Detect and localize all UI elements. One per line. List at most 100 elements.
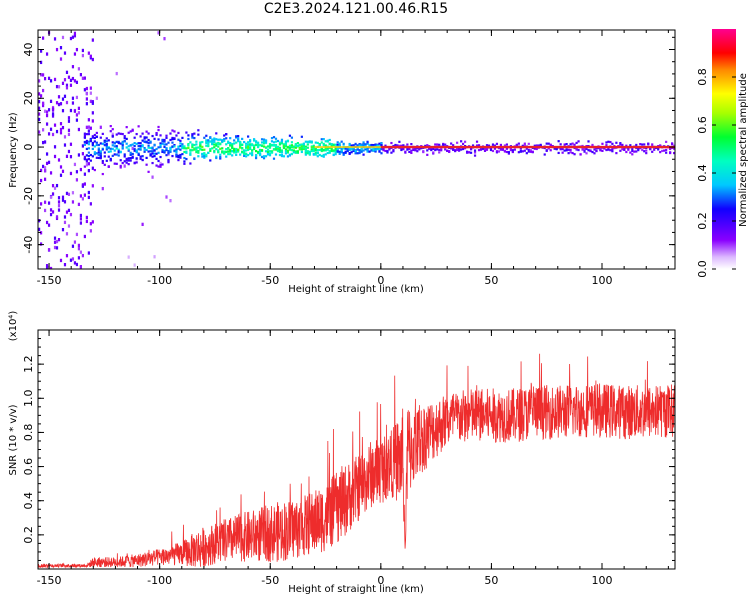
heat-cell [579, 153, 582, 156]
heat-cell [119, 142, 122, 145]
heat-cell [51, 184, 55, 188]
heat-cell [643, 150, 646, 153]
heat-cell [274, 153, 278, 156]
heat-cell [81, 253, 84, 258]
heat-cell [69, 83, 73, 87]
heat-cell [448, 150, 451, 153]
heat-cell [663, 149, 666, 152]
heat-cell [85, 139, 88, 143]
heat-cell [125, 157, 128, 161]
heat-cell [195, 140, 198, 143]
heat-cell [79, 194, 83, 198]
heat-cell [83, 234, 86, 239]
heat-cell [85, 160, 88, 163]
heat-cell [85, 86, 88, 91]
heat-cell [298, 143, 301, 147]
heat-cell [247, 143, 250, 146]
heat-cell [75, 170, 79, 174]
heat-cell [161, 140, 164, 143]
heat-cell [406, 148, 409, 151]
heat-cell [115, 133, 118, 136]
heat-cell [529, 150, 532, 153]
heat-cell [264, 139, 268, 142]
heat-cell [229, 150, 232, 153]
heat-cell [250, 143, 254, 146]
heat-cell [342, 151, 345, 155]
heat-cell [300, 146, 303, 150]
heat-cell [223, 150, 226, 153]
heat-cell [328, 143, 331, 146]
heat-cell [328, 149, 331, 153]
heat-cell [400, 148, 403, 152]
heat-cell [127, 149, 130, 152]
heat-cell [223, 134, 226, 137]
heat-cell [404, 150, 407, 153]
heat-cell [294, 146, 297, 149]
heat-cell [366, 148, 369, 152]
heat-cell [235, 151, 238, 154]
heat-cell [215, 138, 218, 141]
heat-cell [245, 152, 248, 155]
heat-cell [69, 78, 73, 83]
heat-cell [231, 146, 234, 149]
heat-cell [139, 144, 142, 148]
heat-cell [191, 144, 194, 147]
heat-cell [332, 149, 335, 152]
heat-cell [141, 222, 144, 227]
heat-cell [378, 150, 381, 153]
heat-cell [115, 145, 118, 148]
heat-cell [462, 147, 465, 151]
heat-cell [173, 145, 176, 148]
heat-cell [41, 140, 45, 145]
heat-cell [191, 146, 194, 149]
heat-cell [456, 141, 459, 144]
heat-cell [573, 143, 576, 146]
heat-cell [83, 143, 86, 146]
heat-cell [89, 202, 92, 206]
heat-cell [438, 148, 441, 152]
heat-cell [127, 159, 130, 162]
heat-cell [161, 142, 164, 145]
heat-cell [155, 147, 158, 151]
heat-cell [199, 144, 202, 148]
heat-cell [145, 136, 148, 139]
heat-cell [57, 95, 61, 99]
heat-cell [63, 94, 67, 98]
heat-cell [605, 141, 608, 144]
heat-cell [432, 151, 435, 154]
heat-cell [258, 153, 262, 156]
heat-cell [53, 77, 57, 82]
heat-cell [249, 144, 252, 147]
heat-cell [300, 150, 303, 154]
heat-cell [163, 143, 166, 146]
x-tick-label: -50 [261, 574, 279, 587]
heat-cell [247, 145, 250, 148]
heat-cell [73, 79, 77, 83]
heat-cell [304, 152, 307, 155]
heat-cell [270, 136, 274, 140]
heat-cell [320, 147, 323, 150]
heat-cell [51, 132, 55, 137]
heat-cell [87, 140, 90, 143]
heat-cell [217, 150, 220, 153]
heat-cell [119, 159, 122, 162]
heat-cell [85, 163, 88, 167]
heat-cell [270, 151, 274, 154]
heat-cell [260, 149, 264, 152]
heat-cell [322, 144, 325, 147]
heat-cell [75, 118, 79, 122]
heat-cell [511, 149, 514, 152]
heat-cell [595, 147, 598, 150]
heat-cell [507, 152, 510, 155]
heat-cell [280, 151, 284, 154]
heat-cell [65, 254, 69, 258]
heat-cell [83, 140, 86, 144]
heat-cell [633, 150, 636, 153]
heat-cell [153, 155, 156, 158]
heat-cell [127, 145, 130, 148]
heat-cell [161, 138, 164, 142]
heat-cell [59, 102, 63, 106]
heat-cell [410, 149, 413, 152]
heat-cell [57, 237, 61, 242]
heat-cell [258, 149, 262, 153]
